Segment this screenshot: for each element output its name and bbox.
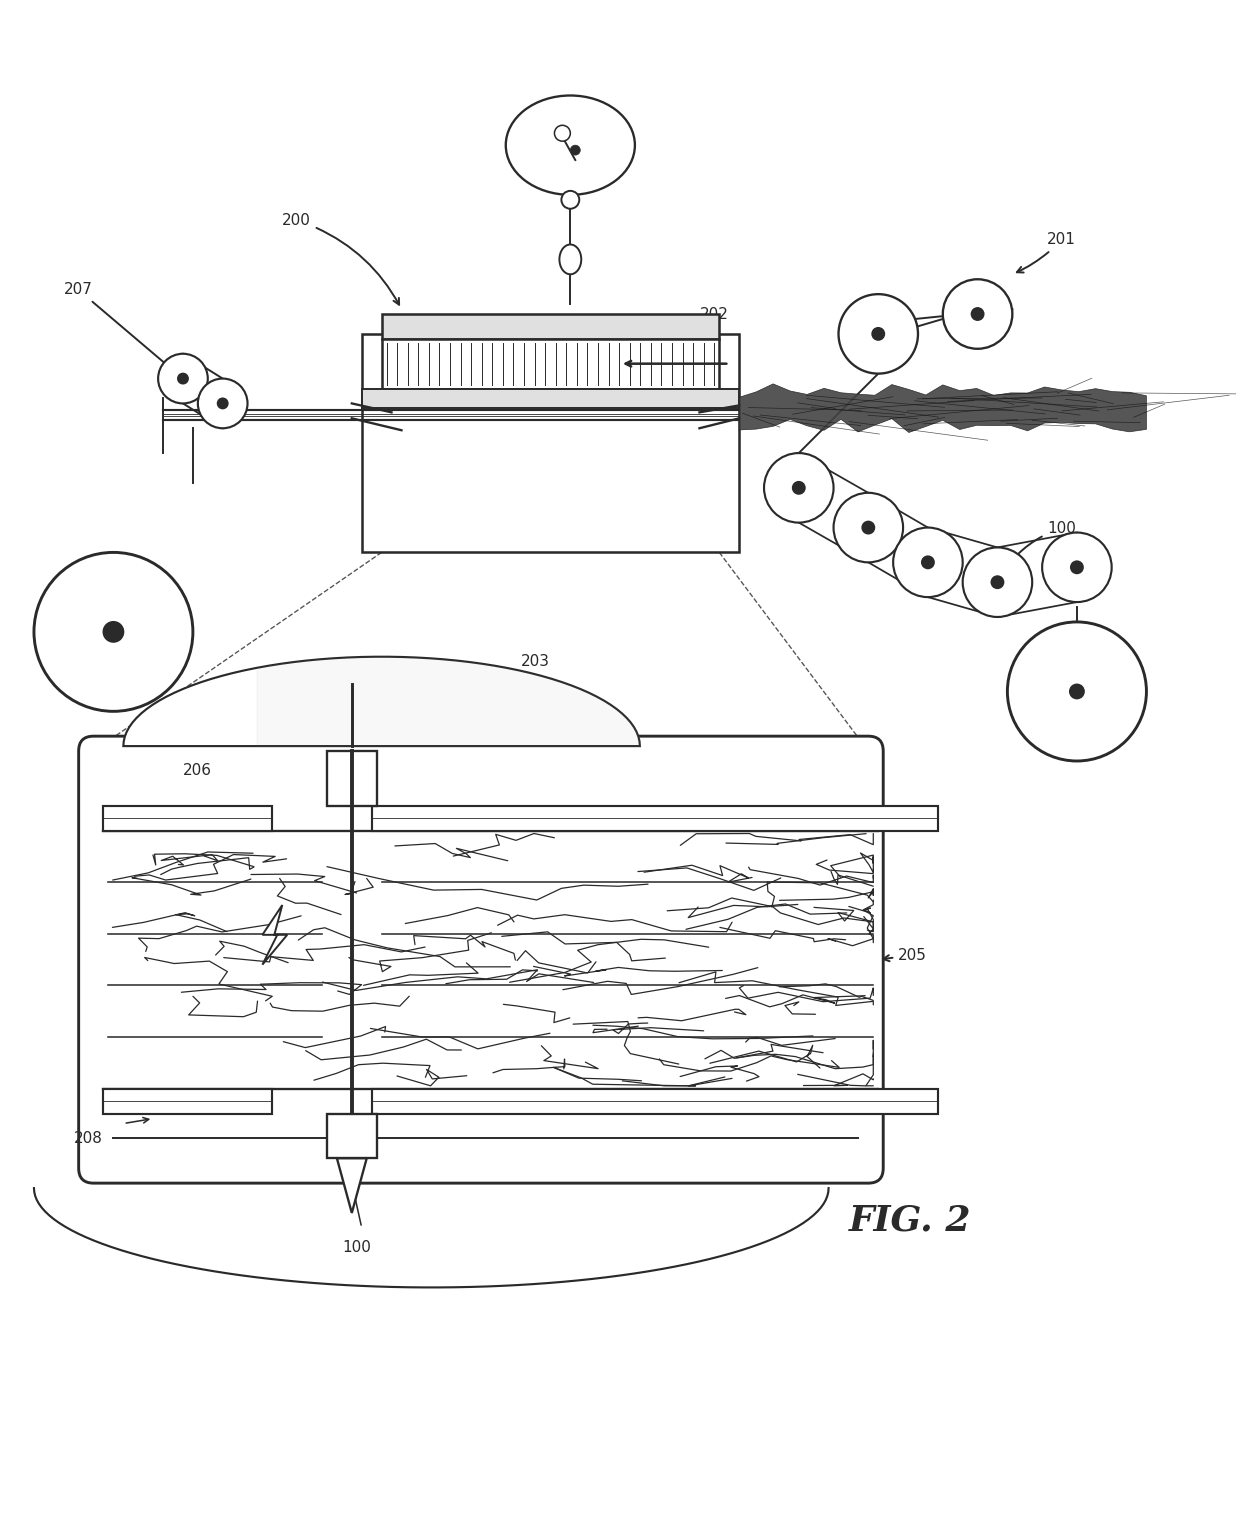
Ellipse shape bbox=[559, 245, 582, 274]
Circle shape bbox=[833, 493, 903, 563]
Bar bbox=[362, 335, 739, 552]
Circle shape bbox=[570, 144, 580, 155]
Text: 207: 207 bbox=[63, 283, 181, 377]
Circle shape bbox=[1071, 561, 1083, 573]
Circle shape bbox=[764, 453, 833, 523]
Polygon shape bbox=[263, 905, 288, 964]
Bar bbox=[372, 1089, 937, 1113]
Bar bbox=[103, 1089, 273, 1113]
Text: 205: 205 bbox=[883, 948, 928, 963]
Text: 200: 200 bbox=[283, 213, 399, 304]
Circle shape bbox=[942, 280, 1012, 348]
Bar bbox=[327, 1113, 377, 1159]
Text: 203: 203 bbox=[521, 654, 549, 669]
Circle shape bbox=[923, 557, 934, 569]
Circle shape bbox=[33, 552, 193, 712]
Bar bbox=[372, 806, 937, 830]
Bar bbox=[327, 751, 377, 806]
Circle shape bbox=[893, 528, 962, 598]
Circle shape bbox=[218, 399, 228, 408]
Text: 208: 208 bbox=[73, 1132, 103, 1145]
Ellipse shape bbox=[506, 96, 635, 195]
Text: 100: 100 bbox=[342, 1240, 371, 1255]
FancyBboxPatch shape bbox=[78, 736, 883, 1183]
Circle shape bbox=[103, 622, 123, 642]
Text: 202: 202 bbox=[699, 307, 728, 321]
Text: 100: 100 bbox=[999, 520, 1076, 578]
Circle shape bbox=[554, 125, 570, 141]
Bar bbox=[382, 313, 719, 339]
Circle shape bbox=[972, 309, 983, 319]
Circle shape bbox=[838, 294, 918, 374]
Text: 204: 204 bbox=[382, 724, 410, 739]
Circle shape bbox=[1070, 684, 1084, 698]
Bar bbox=[362, 388, 739, 408]
Polygon shape bbox=[337, 1159, 367, 1212]
Text: 201: 201 bbox=[1017, 233, 1076, 272]
Circle shape bbox=[962, 548, 1032, 618]
Bar bbox=[103, 806, 273, 830]
Polygon shape bbox=[739, 383, 1147, 432]
Circle shape bbox=[992, 576, 1003, 589]
Circle shape bbox=[179, 374, 188, 383]
Circle shape bbox=[792, 482, 805, 494]
Text: FIG. 2: FIG. 2 bbox=[848, 1203, 971, 1238]
Bar bbox=[382, 339, 719, 388]
Circle shape bbox=[198, 379, 248, 429]
Polygon shape bbox=[123, 657, 640, 747]
Circle shape bbox=[1007, 622, 1147, 760]
Text: 206: 206 bbox=[184, 764, 212, 779]
Circle shape bbox=[862, 522, 874, 534]
Circle shape bbox=[159, 354, 208, 403]
Circle shape bbox=[1042, 532, 1112, 602]
Circle shape bbox=[562, 190, 579, 208]
Circle shape bbox=[872, 329, 884, 339]
